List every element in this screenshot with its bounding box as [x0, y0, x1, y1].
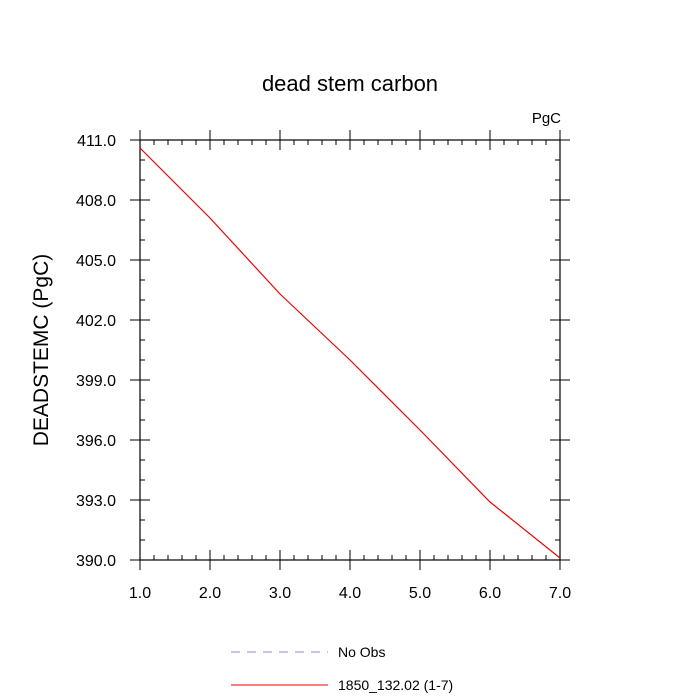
series-line-1: [139, 147, 561, 559]
x-tick-label: 1.0: [129, 585, 151, 602]
axis-ticks: [130, 130, 570, 570]
legend-label-0: No Obs: [338, 644, 385, 660]
x-tick-labels: 1.0 2.0 3.0 4.0 5.0 6.0 7.0: [129, 585, 571, 602]
y-tick-label: 390.0: [76, 553, 116, 570]
y-tick-label: 411.0: [77, 133, 116, 150]
legend-label-1: 1850_132.02 (1-7): [338, 677, 453, 693]
legend: No Obs 1850_132.02 (1-7): [231, 644, 453, 693]
y-axis-label: DEADSTEMC (PgC): [30, 254, 53, 447]
x-tick-label: 7.0: [549, 585, 571, 602]
y-tick-label: 402.0: [76, 313, 116, 330]
chart-title: dead stem carbon: [262, 71, 438, 96]
y-tick-label: 396.0: [76, 433, 116, 450]
y-tick-label: 405.0: [76, 253, 116, 270]
y-tick-label: 399.0: [76, 373, 116, 390]
x-tick-label: 2.0: [199, 585, 221, 602]
units-label: PgC: [532, 110, 561, 127]
x-tick-label: 4.0: [339, 585, 361, 602]
x-tick-label: 3.0: [269, 585, 291, 602]
y-tick-label: 393.0: [76, 493, 116, 510]
plot-frame: [139, 139, 561, 561]
y-tick-label: 408.0: [76, 193, 116, 210]
series-lines: [139, 147, 561, 559]
x-tick-label: 6.0: [479, 585, 501, 602]
x-tick-label: 5.0: [409, 585, 431, 602]
y-tick-labels: 390.0 393.0 396.0 399.0 402.0 405.0 408.0 411.0: [76, 133, 116, 570]
